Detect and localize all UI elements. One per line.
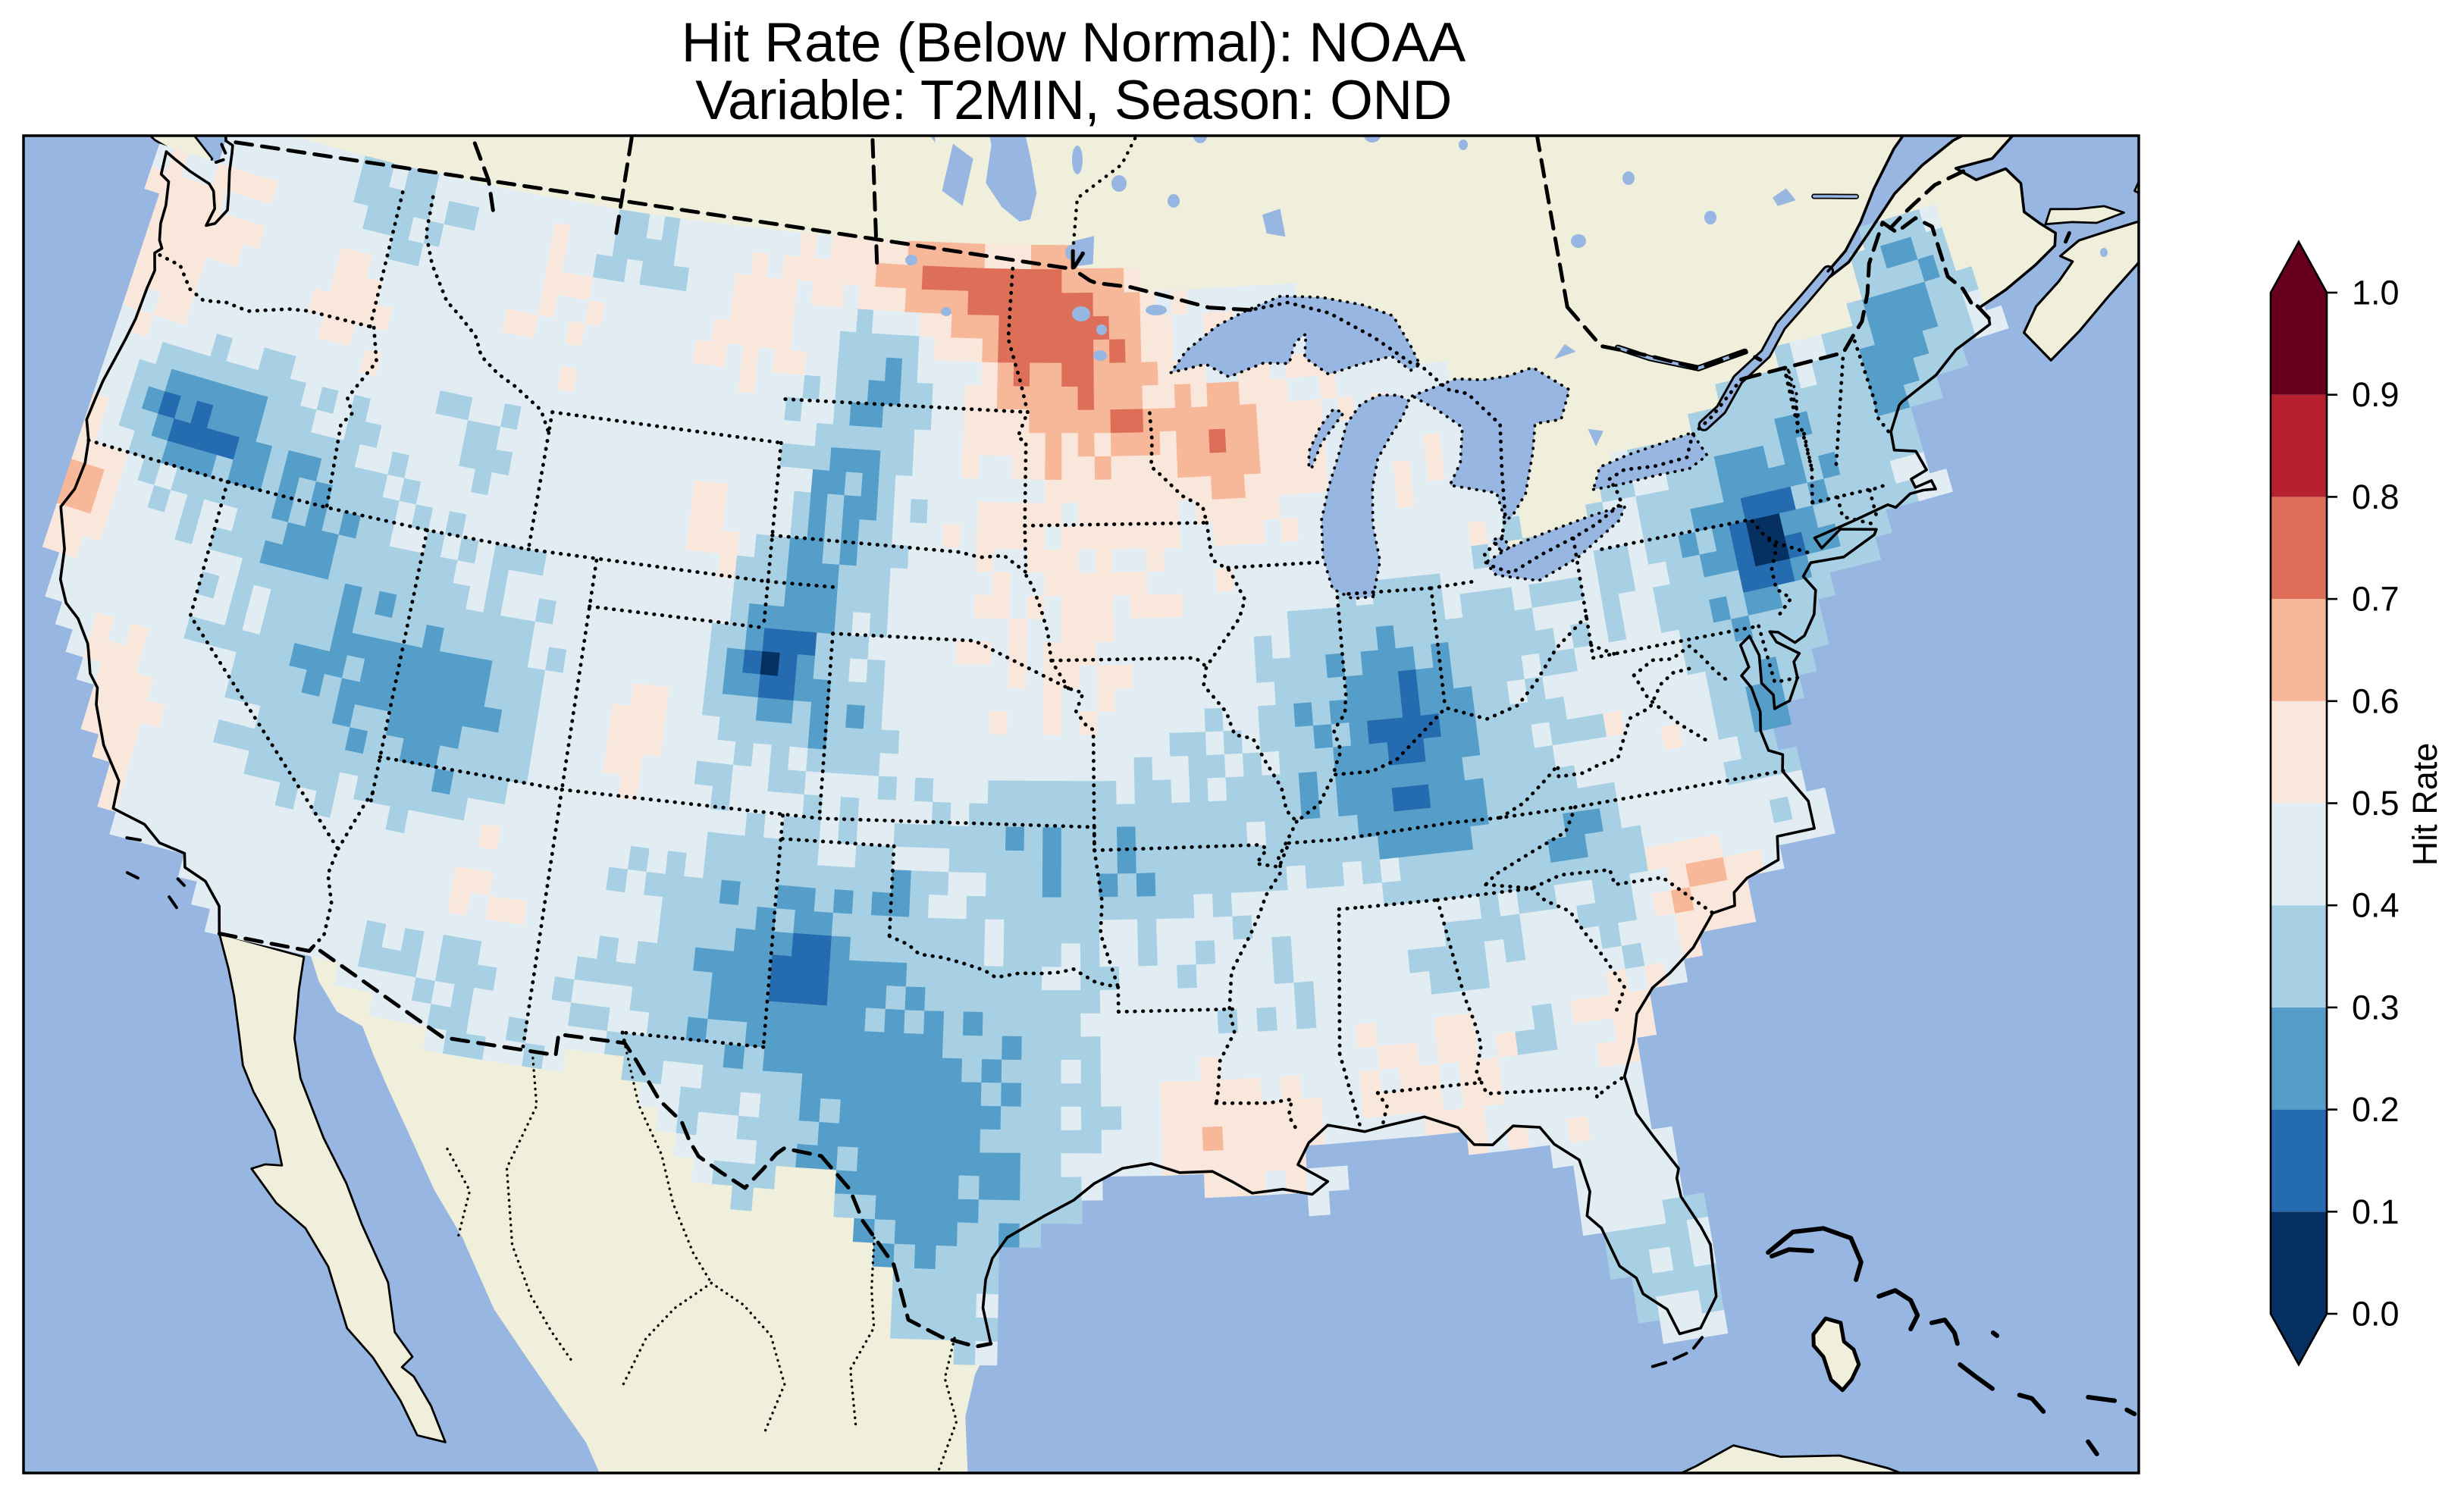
svg-text:0.1: 0.1	[2352, 1192, 2400, 1231]
svg-text:0.8: 0.8	[2352, 478, 2400, 516]
svg-text:0.9: 0.9	[2352, 375, 2400, 414]
svg-text:0.5: 0.5	[2352, 784, 2400, 823]
svg-text:0.4: 0.4	[2352, 886, 2400, 925]
svg-text:0.0: 0.0	[2352, 1295, 2400, 1333]
svg-text:1.0: 1.0	[2352, 274, 2400, 312]
svg-text:0.3: 0.3	[2352, 988, 2400, 1026]
svg-text:Hit Rate: Hit Rate	[2406, 743, 2444, 867]
svg-text:0.7: 0.7	[2352, 580, 2400, 619]
svg-text:0.6: 0.6	[2352, 682, 2400, 720]
svg-text:0.2: 0.2	[2352, 1090, 2400, 1129]
svg-text:Hit Rate (Below Normal): NOAA: Hit Rate (Below Normal): NOAA	[682, 12, 1466, 74]
svg-text:Variable: T2MIN, Season: OND: Variable: T2MIN, Season: OND	[695, 70, 1452, 131]
